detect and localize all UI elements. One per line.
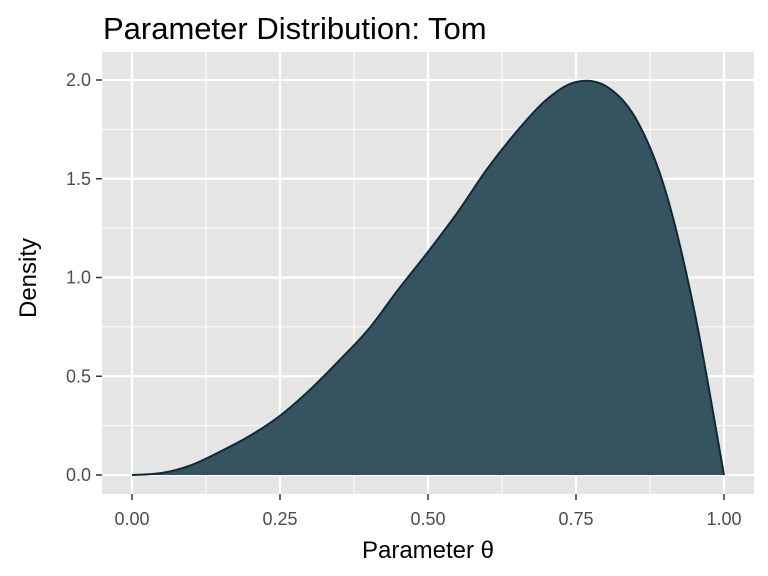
y-tick-label: 0.0	[66, 465, 91, 485]
x-tick-label: 1.00	[706, 509, 741, 529]
x-tick-label: 0.25	[262, 509, 297, 529]
x-tick-label: 0.50	[410, 509, 445, 529]
density-line	[131, 79, 725, 476]
x-tick-label: 0.00	[114, 509, 149, 529]
y-axis-title: Density	[15, 238, 42, 318]
x-tick-label: 0.75	[558, 509, 593, 529]
x-axis-title: Parameter θ	[362, 537, 494, 564]
x-axis-ticks: 0.00 0.25 0.50 0.75 1.00	[114, 494, 742, 529]
y-tick-label: 1.5	[66, 169, 91, 189]
density-area	[132, 80, 724, 476]
y-tick-label: 1.0	[66, 268, 91, 288]
y-tick-label: 0.5	[66, 366, 91, 386]
y-tick-label: 2.0	[66, 70, 91, 90]
y-axis-ticks: 0.0 0.5 1.0 1.5 2.0	[66, 70, 102, 485]
chart-title: Parameter Distribution: Tom	[103, 11, 487, 46]
